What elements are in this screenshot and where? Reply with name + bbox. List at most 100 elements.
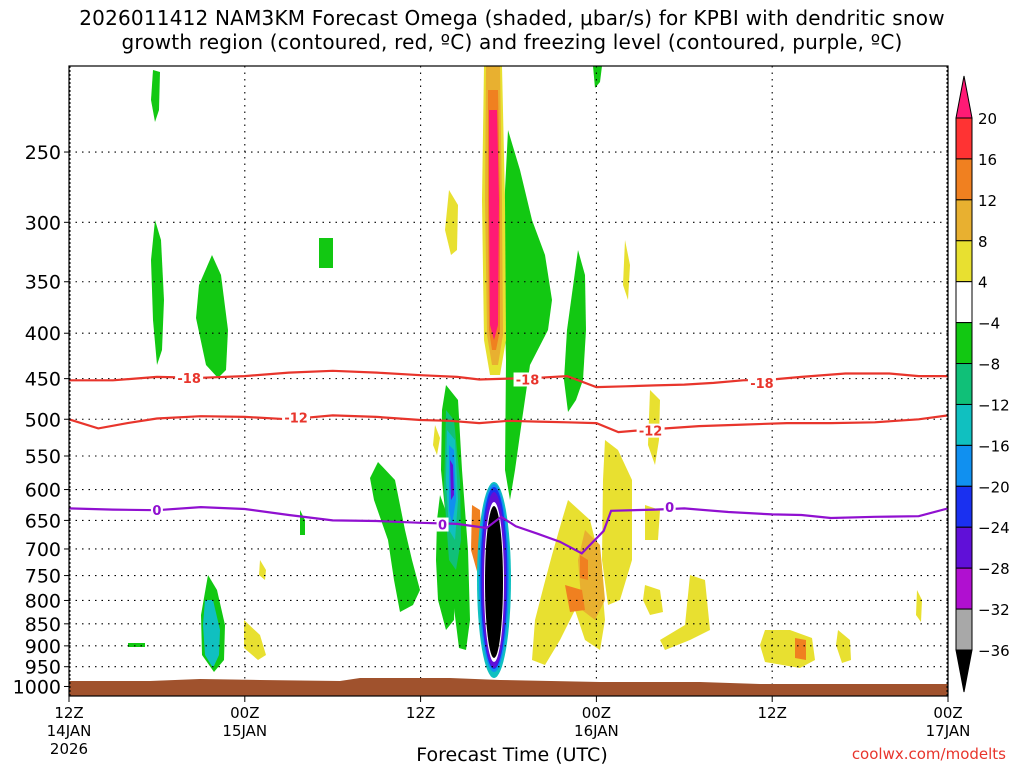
omega-shade-green [151, 70, 160, 122]
colorbar-swatch [955, 526, 973, 569]
y-tick-label: 600 [25, 480, 61, 502]
contour-label-background [282, 410, 311, 425]
y-tick-label: 750 [25, 566, 61, 588]
omega-shade-green [128, 643, 145, 647]
x-tick-label: 15JAN [222, 722, 267, 740]
grid [69, 66, 948, 696]
colorbar-swatch [955, 158, 973, 201]
colorbar-label: 4 [978, 274, 988, 292]
omega-shade-green [593, 66, 602, 88]
y-axis: 2503003504004505005506006507007508008509… [13, 142, 69, 698]
omega-shade-orange [580, 555, 588, 580]
colorbar-top-arrow [955, 75, 973, 119]
omega-shade-yellow [433, 425, 440, 455]
chart-title-line1: 2026011412 NAM3KM Forecast Omega (shaded… [79, 6, 945, 30]
x-axis-label: Forecast Time (UTC) [416, 744, 608, 766]
omega-shade-yellow [244, 620, 266, 660]
omega-shade-green [564, 250, 586, 412]
omega-shade-orange [565, 585, 585, 612]
colorbar-label: 8 [978, 233, 988, 251]
colorbar: 20 16 12 8 4 −4 −8 −12 −16 −20 −24 −28 −32 −36 [955, 75, 1010, 693]
terrain-surface [69, 678, 948, 696]
contour-label: 0 [665, 501, 674, 516]
omega-shade-yellow [836, 630, 851, 663]
x-tick-label: 00Z [933, 704, 962, 722]
omega-shade-yellow [602, 440, 632, 605]
y-tick-label: 450 [25, 369, 61, 391]
contour-label: -12 [284, 412, 308, 427]
contour-label-background [636, 423, 665, 438]
x-tick-label: 14JAN [47, 722, 92, 740]
colorbar-label: −16 [978, 437, 1010, 455]
contour-line [69, 414, 948, 434]
colorbar-swatch [955, 403, 973, 446]
colorbar-swatch [955, 608, 973, 651]
omega-shade-green [370, 462, 420, 612]
omega-shade-green [151, 220, 164, 365]
x-tick-label: 17JAN [926, 722, 971, 740]
colorbar-swatch [955, 444, 973, 487]
y-tick-label: 850 [25, 614, 61, 636]
y-tick-label: 250 [25, 142, 61, 164]
contours: -18 -18 -18 -12 -12 0 0 0 [69, 369, 948, 555]
omega-shade-yellow [660, 575, 710, 650]
omega-shade-black-core [485, 506, 503, 658]
omega-shade-yellow [643, 585, 663, 615]
colorbar-label: −32 [978, 601, 1010, 619]
omega-shade-yellow [916, 590, 922, 622]
omega-shading [128, 66, 922, 678]
x-tick-label: 2026 [50, 740, 88, 758]
y-tick-label: 950 [25, 657, 61, 679]
y-tick-label: 700 [25, 539, 61, 561]
x-tick-label: 00Z [582, 704, 611, 722]
colorbar-label: −4 [978, 315, 1000, 333]
colorbar-swatch [955, 240, 973, 283]
credit-link[interactable]: coolwx.com/modelts [851, 745, 1006, 763]
plot-area: -18 -18 -18 -12 -12 0 0 0 [69, 66, 948, 696]
colorbar-swatch [955, 322, 973, 365]
x-tick-label: 12Z [54, 704, 83, 722]
omega-shade-orange [578, 530, 605, 620]
omega-shade-magenta-core [489, 110, 499, 340]
chart-title-line2: growth region (contoured, red, ºC) and f… [121, 30, 903, 54]
contour-line [69, 369, 948, 389]
colorbar-swatch [955, 117, 973, 160]
contour-label-background [436, 517, 449, 532]
colorbar-label: −20 [978, 478, 1010, 496]
colorbar-label: −24 [978, 519, 1010, 537]
colorbar-label: 20 [978, 110, 997, 128]
colorbar-swatch [955, 363, 973, 405]
colorbar-label: −28 [978, 560, 1010, 578]
y-tick-label: 350 [25, 272, 61, 294]
contour-label: 0 [438, 519, 447, 534]
y-tick-label: 500 [25, 409, 61, 431]
contour-label: -18 [750, 377, 774, 392]
y-tick-label: 800 [25, 590, 61, 612]
x-tick-label: 12Z [758, 704, 787, 722]
colorbar-swatch [955, 281, 973, 324]
colorbar-label: −36 [978, 642, 1010, 660]
colorbar-label: −8 [978, 356, 1000, 374]
omega-shade-yellow [259, 560, 266, 580]
y-tick-label: 650 [25, 510, 61, 532]
contour-label-background [513, 372, 542, 387]
contour-label-background [150, 503, 163, 518]
colorbar-swatch [955, 485, 973, 528]
omega-shade-green [503, 130, 552, 500]
omega-shade-cyan [203, 600, 220, 668]
y-tick-label: 400 [25, 323, 61, 345]
x-tick-label: 16JAN [574, 722, 619, 740]
colorbar-swatch [955, 567, 973, 610]
omega-shade-yellow [445, 190, 458, 255]
colorbar-label: 16 [978, 151, 997, 169]
omega-shade-yellow [623, 240, 630, 300]
x-tick-label: 00Z [230, 704, 259, 722]
contour-label-background [175, 370, 204, 385]
contour-label-background [663, 500, 676, 515]
colorbar-swatch [955, 199, 973, 242]
colorbar-bottom-arrow [955, 649, 973, 693]
colorbar-label: −12 [978, 396, 1010, 414]
x-tick-label: 12Z [406, 704, 435, 722]
